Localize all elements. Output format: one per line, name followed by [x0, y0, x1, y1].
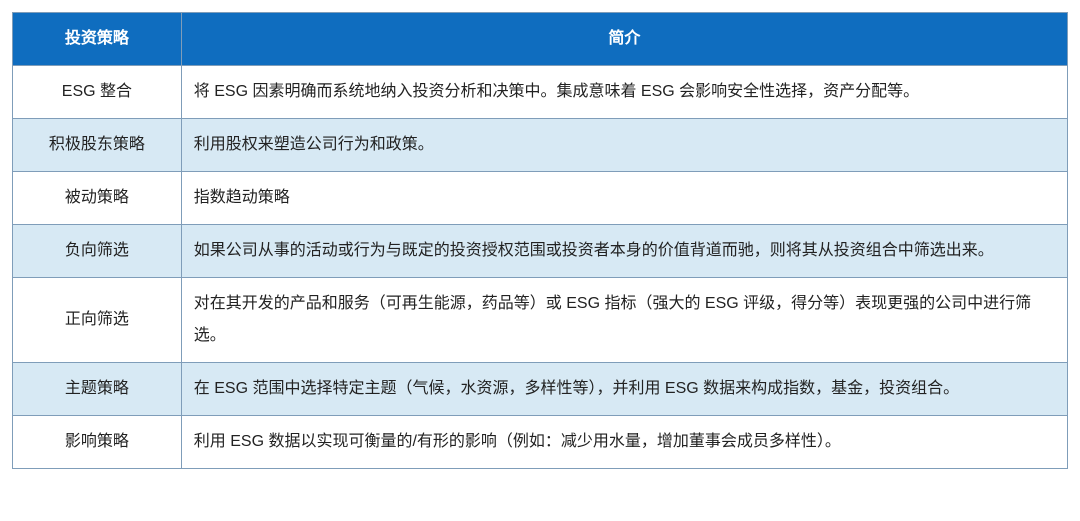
col-header-strategy: 投资策略 — [13, 13, 182, 66]
cell-strategy: 被动策略 — [13, 172, 182, 225]
cell-strategy: ESG 整合 — [13, 66, 182, 119]
cell-strategy: 积极股东策略 — [13, 119, 182, 172]
cell-desc: 利用股权来塑造公司行为和政策。 — [181, 119, 1067, 172]
table-row: 被动策略 指数趋动策略 — [13, 172, 1068, 225]
cell-strategy: 正向筛选 — [13, 278, 182, 363]
cell-strategy: 影响策略 — [13, 416, 182, 469]
esg-strategy-table: 投资策略 简介 ESG 整合 将 ESG 因素明确而系统地纳入投资分析和决策中。… — [12, 12, 1068, 469]
cell-strategy: 主题策略 — [13, 363, 182, 416]
cell-desc: 指数趋动策略 — [181, 172, 1067, 225]
cell-desc: 利用 ESG 数据以实现可衡量的/有形的影响（例如：减少用水量，增加董事会成员多… — [181, 416, 1067, 469]
table-row: 积极股东策略 利用股权来塑造公司行为和政策。 — [13, 119, 1068, 172]
table-row: 负向筛选 如果公司从事的活动或行为与既定的投资授权范围或投资者本身的价值背道而驰… — [13, 225, 1068, 278]
table-row: ESG 整合 将 ESG 因素明确而系统地纳入投资分析和决策中。集成意味着 ES… — [13, 66, 1068, 119]
table-row: 主题策略 在 ESG 范围中选择特定主题（气候，水资源，多样性等），并利用 ES… — [13, 363, 1068, 416]
cell-strategy: 负向筛选 — [13, 225, 182, 278]
table-header-row: 投资策略 简介 — [13, 13, 1068, 66]
table-row: 影响策略 利用 ESG 数据以实现可衡量的/有形的影响（例如：减少用水量，增加董… — [13, 416, 1068, 469]
table-body: ESG 整合 将 ESG 因素明确而系统地纳入投资分析和决策中。集成意味着 ES… — [13, 66, 1068, 469]
col-header-desc: 简介 — [181, 13, 1067, 66]
table-row: 正向筛选 对在其开发的产品和服务（可再生能源，药品等）或 ESG 指标（强大的 … — [13, 278, 1068, 363]
cell-desc: 在 ESG 范围中选择特定主题（气候，水资源，多样性等），并利用 ESG 数据来… — [181, 363, 1067, 416]
cell-desc: 将 ESG 因素明确而系统地纳入投资分析和决策中。集成意味着 ESG 会影响安全… — [181, 66, 1067, 119]
cell-desc: 对在其开发的产品和服务（可再生能源，药品等）或 ESG 指标（强大的 ESG 评… — [181, 278, 1067, 363]
cell-desc: 如果公司从事的活动或行为与既定的投资授权范围或投资者本身的价值背道而驰，则将其从… — [181, 225, 1067, 278]
